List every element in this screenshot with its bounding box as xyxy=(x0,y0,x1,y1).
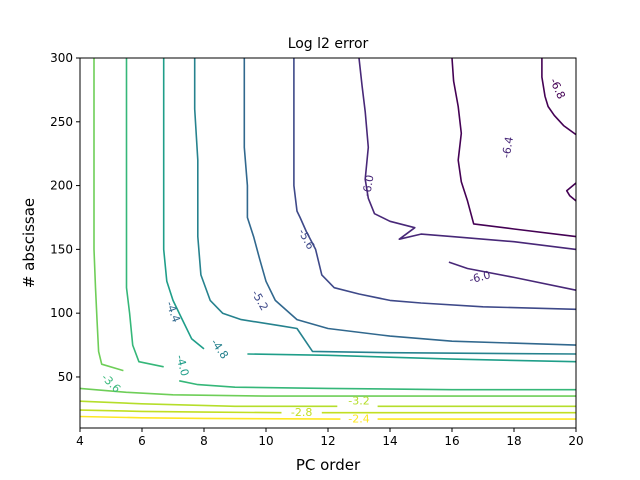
contour-line--2.4-0 xyxy=(79,415,341,420)
x-tick-label-8: 8 xyxy=(200,434,208,448)
contour-line--6.8-1 xyxy=(541,58,577,136)
contour-line--2.8-0 xyxy=(79,409,282,414)
x-axis-ticks: 4 6 8 10 12 14 16 18 20 xyxy=(76,428,584,448)
y-tick-label-300: 300 xyxy=(50,51,73,65)
contour-line--4.4-1 xyxy=(179,380,576,391)
x-tick-label-10: 10 xyxy=(258,434,273,448)
x-tick-label-16: 16 xyxy=(444,434,459,448)
chart-title: Log l2 error xyxy=(288,36,369,52)
contour-label--6.0-2: -6.0 xyxy=(468,268,492,286)
x-tick-label-12: 12 xyxy=(320,434,335,448)
y-axis-ticks: 50 100 150 200 250 300 xyxy=(50,51,80,384)
contour-line--6.0-0 xyxy=(293,58,577,311)
contour-line--4.8-1 xyxy=(247,353,577,363)
contour-line--4.0-1 xyxy=(79,387,576,397)
contour-label--6.0-1: -6.0 xyxy=(360,174,377,197)
contour-line--6.8-0 xyxy=(451,57,577,238)
contour-line--4.8-0 xyxy=(162,58,205,350)
y-tick-label-200: 200 xyxy=(50,179,73,193)
contour-line--5.6-0 xyxy=(243,58,577,346)
contour-label--4.0-0: -4.0 xyxy=(173,353,191,377)
contour-label--3.2-0: -3.2 xyxy=(348,395,369,408)
x-tick-label-4: 4 xyxy=(76,434,84,448)
x-tick-label-18: 18 xyxy=(506,434,521,448)
contour-line--4.0-0 xyxy=(93,58,124,372)
y-axis-label: # abscissae xyxy=(20,198,38,288)
contour-label--6.4-0: -6.4 xyxy=(500,136,517,159)
contour-lines xyxy=(79,57,577,420)
contour-label--2.4-0: -2.4 xyxy=(348,413,369,426)
y-tick-label-50: 50 xyxy=(58,370,73,384)
contour-label--2.8-0: -2.8 xyxy=(291,406,312,419)
y-tick-label-150: 150 xyxy=(50,242,73,256)
contour-line--6.8-2 xyxy=(565,182,577,202)
x-tick-label-20: 20 xyxy=(568,434,583,448)
contour-line--3.2-0 xyxy=(79,400,338,408)
contour-line--4.4-0 xyxy=(125,58,164,368)
x-tick-label-6: 6 xyxy=(138,434,146,448)
x-axis-label: PC order xyxy=(296,456,361,474)
y-tick-label-250: 250 xyxy=(50,115,73,129)
x-tick-label-14: 14 xyxy=(382,434,397,448)
contour-line--5.2-0 xyxy=(193,58,577,355)
contour-line--6.4-1 xyxy=(448,261,577,291)
contour-line--6.4-0 xyxy=(358,57,577,251)
y-tick-label-100: 100 xyxy=(50,306,73,320)
